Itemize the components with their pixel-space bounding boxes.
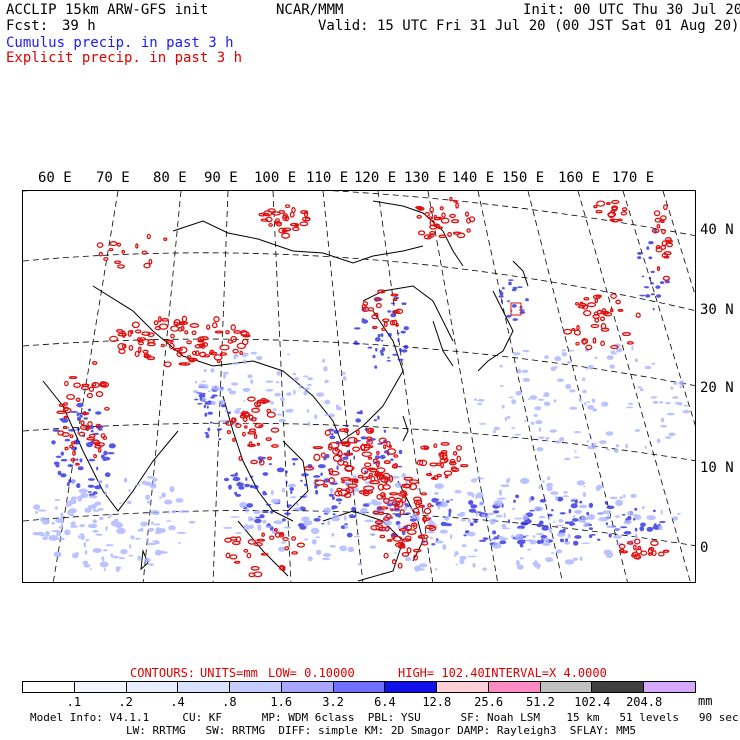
colorbar-unit: mm: [698, 694, 713, 708]
explicit-precip: [56, 196, 674, 578]
colorbar-swatch: [23, 682, 75, 692]
lon-label: 150 E: [502, 170, 545, 186]
colorbar-label: 6.4: [374, 695, 396, 709]
lon-label: 160 E: [558, 170, 601, 186]
colorbar-swatch: [126, 682, 179, 692]
lon-label: 120 E: [354, 170, 397, 186]
fcst-label: Fcst:: [6, 18, 49, 34]
colorbar-swatch: [385, 682, 438, 692]
lon-label: 110 E: [306, 170, 349, 186]
colorbar-label: 51.2: [526, 695, 555, 709]
center-label: NCAR/MMM: [276, 2, 344, 18]
colorbar-swatch: [592, 682, 645, 692]
lat-lon-grid: [23, 191, 695, 582]
colorbar-swatch: [437, 682, 489, 692]
colorbar-swatch: [178, 682, 231, 692]
lon-label: 140 E: [452, 170, 495, 186]
lon-label: 90 E: [204, 170, 238, 186]
colorbar-swatch: [644, 682, 695, 692]
legend-cumulus: Cumulus precip. in past 3 h: [6, 35, 234, 51]
colorbar-swatch: [281, 682, 334, 692]
lon-label: 70 E: [96, 170, 130, 186]
cumulus-precip-light: [32, 343, 691, 573]
lon-label: 170 E: [612, 170, 655, 186]
colorbar-label: .4: [170, 695, 185, 709]
precip-map: [22, 190, 696, 583]
model-info: Model Info: V4.1.1 CU: KF MP: WDM 6class…: [30, 711, 739, 724]
contours-low: LOW= 0.10000: [268, 666, 355, 680]
colorbar-swatch: [230, 682, 282, 692]
lon-label: 130 E: [404, 170, 447, 186]
contours-interval: INTERVAL=X 4.0000: [484, 666, 607, 680]
colorbar-swatch: [540, 682, 593, 692]
contours-units: UNITS=mm: [200, 666, 258, 680]
colorbar-label: .1: [66, 695, 82, 709]
colorbar-label: 3.2: [322, 695, 344, 709]
colorbar: [22, 681, 696, 693]
legend-explicit: Explicit precip. in past 3 h: [6, 50, 243, 66]
colorbar-label: 12.8: [422, 695, 452, 709]
fcst-value: 39 h: [62, 18, 96, 34]
cumulus-precip: [51, 229, 670, 548]
contours-label: CONTOURS:: [130, 666, 196, 680]
target-box: [510, 302, 522, 316]
lat-label: 40 N: [700, 222, 734, 238]
colorbar-label: 1.6: [270, 695, 293, 709]
colorbar-label: .8: [222, 695, 237, 709]
colorbar-label: 204.8: [626, 695, 663, 709]
colorbar-label: 102.4: [574, 695, 611, 709]
lat-label: 0: [700, 540, 709, 556]
lon-label: 60 E: [38, 170, 72, 186]
model-title: ACCLIP 15km ARW-GFS init: [6, 2, 209, 18]
valid-time: Valid: 15 UTC Fri 31 Jul 20 (00 JST Sat …: [318, 18, 740, 34]
lon-label: 100 E: [254, 170, 297, 186]
lat-label: 20 N: [700, 380, 734, 396]
colorbar-label: 25.6: [474, 695, 504, 709]
colorbar-label: .2: [118, 695, 133, 709]
map-canvas: [23, 191, 695, 582]
lat-label: 10 N: [700, 460, 734, 476]
lat-label: 30 N: [700, 302, 734, 318]
contours-high: HIGH= 102.40: [398, 666, 485, 680]
init-time: Init: 00 UTC Thu 30 Jul 20: [523, 2, 740, 18]
colorbar-swatch: [488, 682, 541, 692]
colorbar-swatch: [333, 682, 386, 692]
colorbar-swatch: [74, 682, 127, 692]
lon-label: 80 E: [153, 170, 187, 186]
physics-info: LW: RRTMG SW: RRTMG DIFF: simple KM: 2D …: [126, 724, 636, 737]
